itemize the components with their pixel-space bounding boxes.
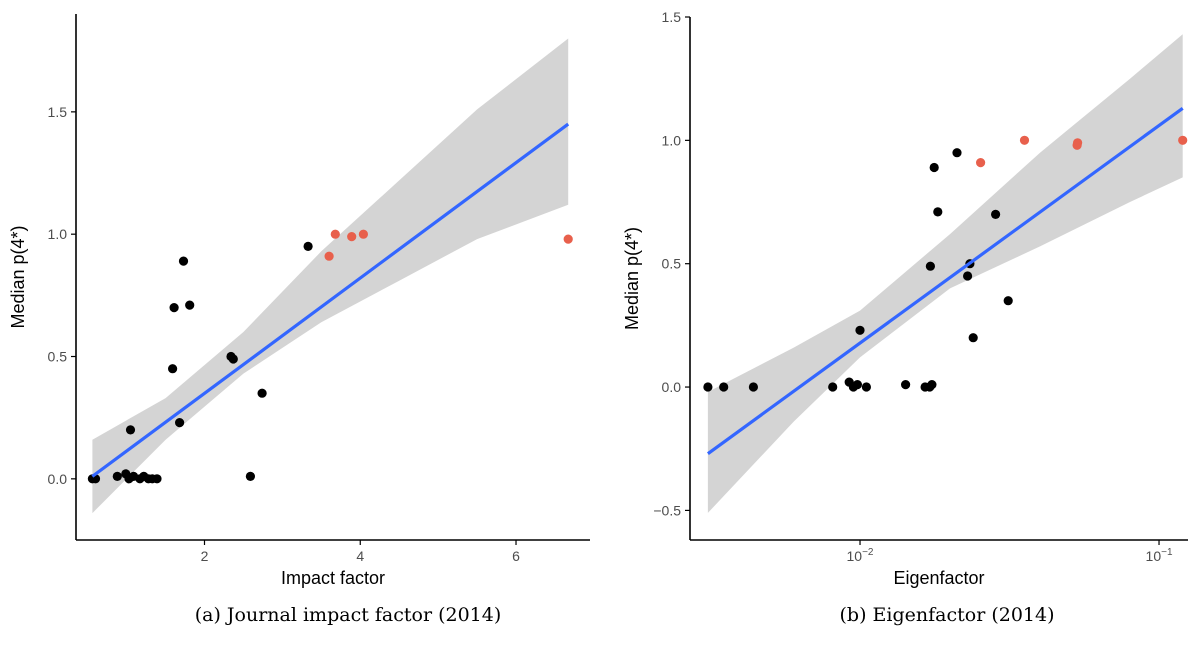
data-point bbox=[257, 388, 267, 398]
data-point bbox=[169, 303, 179, 313]
x-tick-label: 4 bbox=[356, 548, 364, 564]
x-ticks: 2 4 6 bbox=[201, 540, 520, 564]
scatter-points bbox=[87, 229, 573, 484]
data-point bbox=[748, 382, 759, 392]
data-point-highlighted bbox=[563, 234, 573, 244]
data-point bbox=[852, 380, 863, 390]
x-axis-label: Impact factor bbox=[281, 568, 385, 588]
data-point bbox=[228, 354, 238, 364]
y-ticks: 0.0 0.5 1.0 1.5 bbox=[48, 104, 76, 487]
data-point-highlighted bbox=[347, 232, 357, 242]
data-point bbox=[719, 382, 729, 392]
y-ticks: −0.5 0.0 0.5 1.0 1.5 bbox=[653, 9, 690, 518]
x-ticks: 10−2 10−1 bbox=[847, 540, 1173, 564]
data-point-highlighted bbox=[1178, 135, 1188, 145]
data-point bbox=[125, 425, 136, 435]
data-point bbox=[963, 271, 973, 281]
confidence-band bbox=[707, 34, 1183, 513]
panel-caption: (a) Journal impact factor (2014) bbox=[195, 604, 502, 626]
regression-line bbox=[706, 106, 1184, 455]
data-point bbox=[991, 209, 1001, 219]
data-point bbox=[929, 162, 939, 173]
data-point bbox=[185, 300, 195, 310]
x-tick-label: 10−2 bbox=[847, 547, 874, 564]
data-point bbox=[828, 382, 838, 392]
data-point bbox=[855, 325, 865, 335]
x-tick-label: 10−1 bbox=[1146, 547, 1173, 564]
y-tick-label: 1.5 bbox=[48, 104, 68, 120]
y-tick-label: 0.0 bbox=[662, 379, 682, 395]
data-point-highlighted bbox=[358, 229, 368, 239]
data-point bbox=[1003, 296, 1013, 306]
y-tick-label: 0.0 bbox=[48, 471, 68, 487]
y-tick-label: 0.5 bbox=[48, 349, 68, 365]
data-point-highlighted bbox=[330, 229, 340, 239]
y-tick-label: 1.0 bbox=[662, 132, 682, 148]
data-point bbox=[245, 471, 255, 481]
data-point-highlighted bbox=[1073, 138, 1083, 148]
y-tick-label: 1.5 bbox=[662, 9, 682, 25]
x-tick-label: 6 bbox=[512, 548, 520, 564]
data-point bbox=[861, 382, 872, 392]
data-point bbox=[168, 364, 178, 374]
panel-a-impact-factor: 0.0 0.5 1.0 1.5 2 4 6 Impact factor Median p(… bbox=[8, 14, 590, 626]
y-axis-label: Median p(4*) bbox=[622, 227, 642, 330]
data-point bbox=[303, 241, 313, 251]
data-point bbox=[178, 256, 189, 266]
data-point bbox=[703, 382, 713, 392]
x-tick-label: 2 bbox=[201, 548, 209, 564]
y-axis-label: Median p(4*) bbox=[8, 225, 28, 328]
data-point bbox=[152, 474, 162, 484]
data-point bbox=[175, 418, 185, 428]
data-point-highlighted bbox=[1019, 135, 1030, 145]
data-point bbox=[927, 380, 937, 390]
y-tick-label: −0.5 bbox=[653, 502, 681, 518]
data-point bbox=[968, 333, 978, 343]
y-tick-label: 0.5 bbox=[662, 256, 682, 272]
panel-caption: (b) Eigenfactor (2014) bbox=[840, 604, 1055, 626]
data-point bbox=[901, 380, 911, 390]
data-point bbox=[925, 261, 936, 271]
data-point bbox=[952, 148, 962, 158]
data-point bbox=[112, 471, 122, 481]
panel-b-eigenfactor: −0.5 0.0 0.5 1.0 1.5 10−2 10−1 Eigenfactor Me… bbox=[622, 9, 1188, 626]
data-point-highlighted bbox=[976, 158, 986, 168]
confidence-band bbox=[92, 38, 569, 514]
y-tick-label: 1.0 bbox=[48, 226, 68, 242]
data-point bbox=[933, 207, 943, 217]
regression-line bbox=[91, 122, 570, 478]
x-axis-label: Eigenfactor bbox=[893, 568, 984, 588]
data-point-highlighted bbox=[324, 251, 334, 261]
